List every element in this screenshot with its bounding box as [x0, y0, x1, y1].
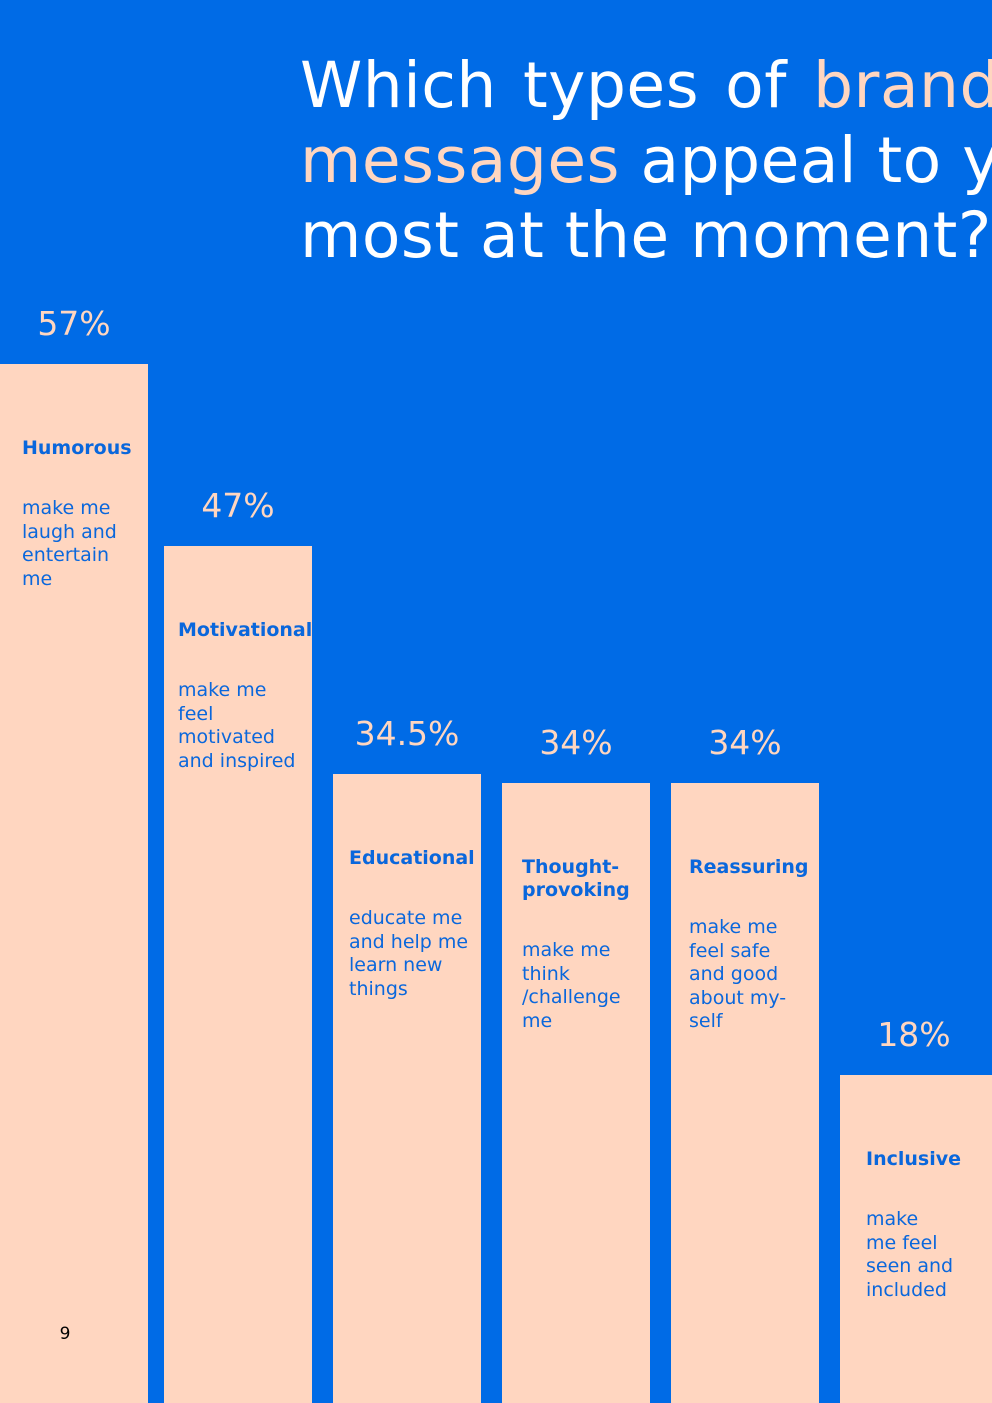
title-word: of: [725, 49, 787, 122]
bar: [840, 1075, 992, 1403]
bar: [502, 783, 650, 1403]
value-label: 57%: [37, 304, 111, 343]
category-description: make me feel motivated and inspired: [178, 679, 296, 772]
title-line-2: messages appeal to you: [300, 123, 992, 198]
bar: [0, 364, 148, 1403]
value-label: 47%: [201, 486, 275, 525]
category-label: Motivational: [178, 619, 313, 641]
value-label: 34%: [708, 723, 782, 762]
category-description: make me feel safe and good about my- sel…: [689, 916, 787, 1032]
bar: [671, 783, 819, 1403]
category-label: Inclusive: [866, 1148, 961, 1170]
category-label: Humorous: [22, 437, 132, 459]
value-label: 34.5%: [354, 714, 460, 753]
title-line-1: Which types of brand: [300, 48, 992, 123]
category-label: Reassuring: [689, 856, 809, 878]
value-label: 34%: [539, 723, 613, 762]
title-line-3: most at the moment?: [300, 199, 992, 272]
page-number: 9: [59, 1324, 71, 1344]
title-accent-word: brand: [813, 49, 992, 122]
category-description: make me laugh and entertain me: [22, 497, 117, 590]
bar: [164, 546, 312, 1403]
title-accent-word: messages: [300, 124, 620, 197]
category-label: Educational: [349, 847, 475, 869]
chart-title: Which types of brand messages appeal to …: [300, 48, 992, 273]
title-text: appeal to you: [640, 124, 992, 197]
title-word: types: [522, 49, 700, 122]
title-word: Which: [300, 49, 497, 122]
bar: [333, 774, 481, 1403]
category-description: make me feel seen and included: [866, 1208, 954, 1301]
category-label: Thought- provoking: [522, 856, 630, 901]
value-label: 18%: [877, 1015, 951, 1054]
category-description: make me think /challenge me: [522, 939, 621, 1032]
category-description: educate me and help me learn new things: [349, 907, 469, 1000]
